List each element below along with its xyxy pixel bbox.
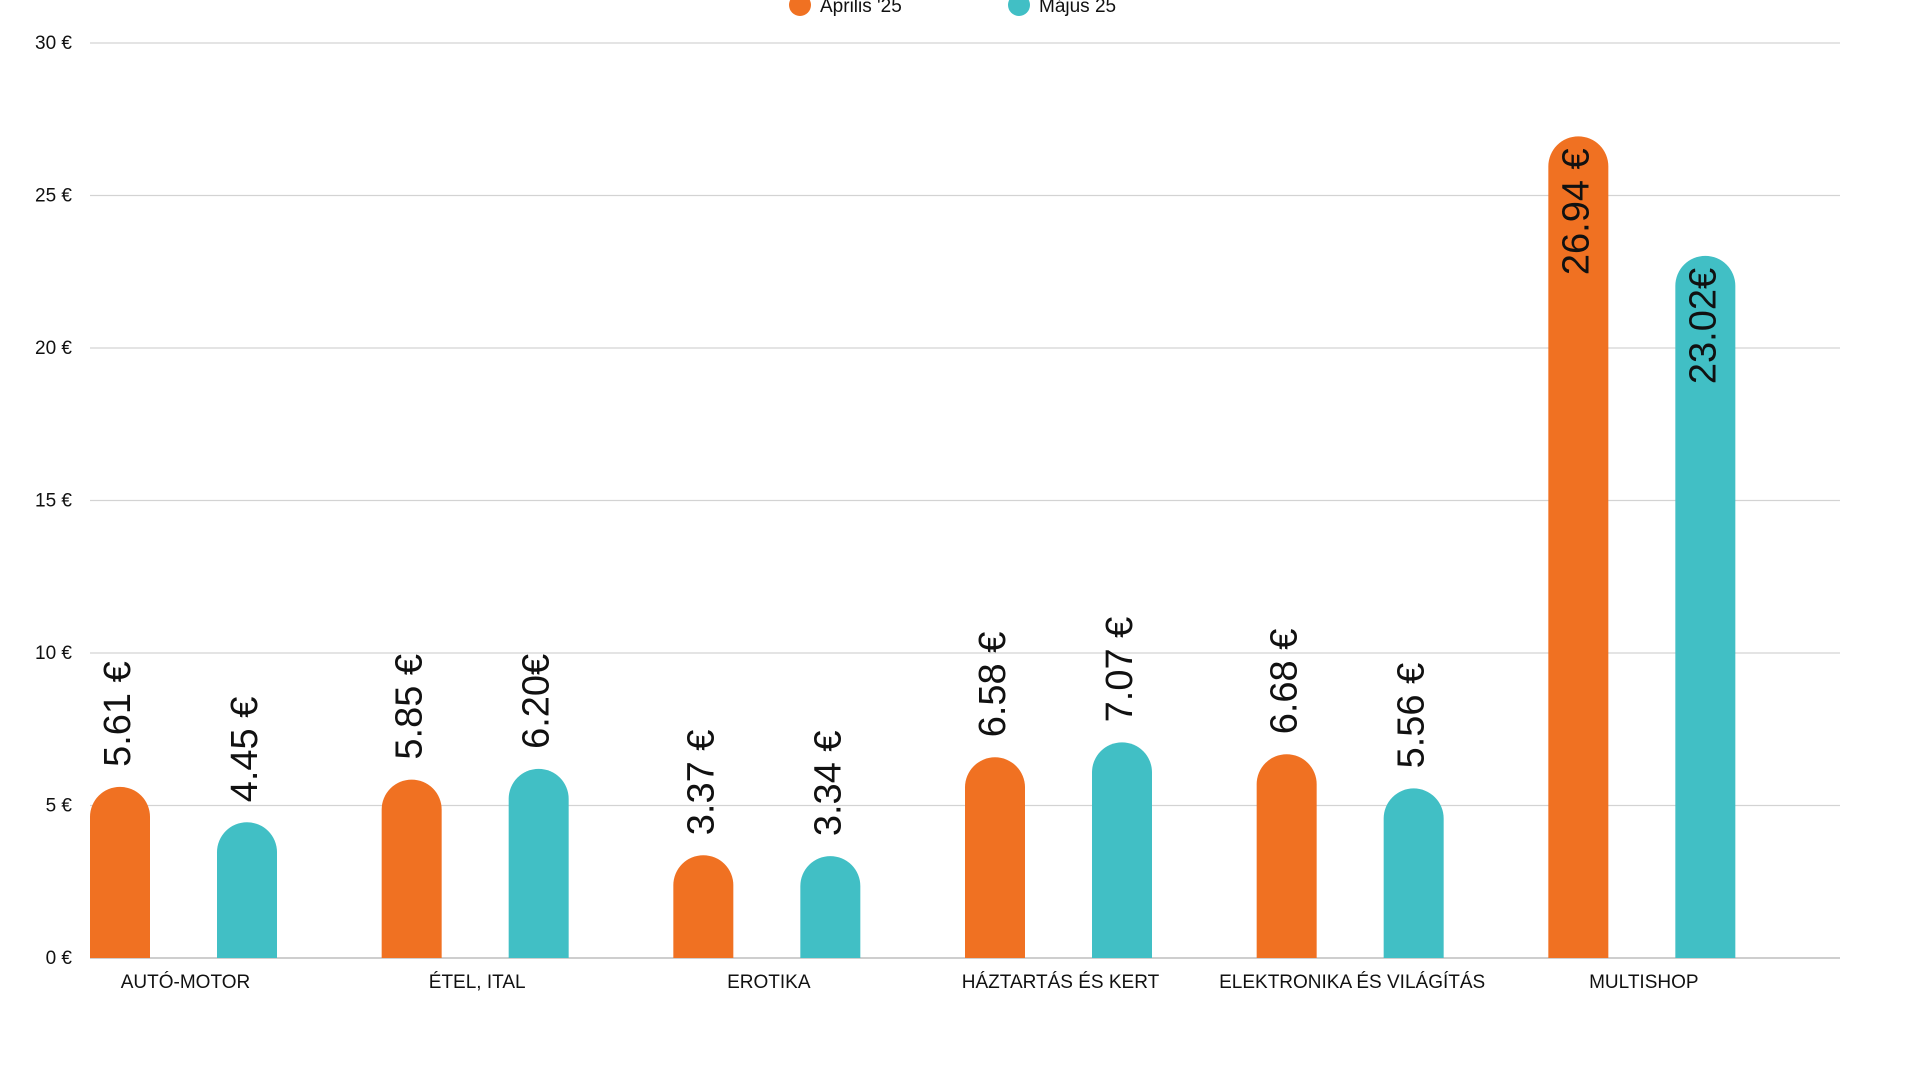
y-tick-label: 5 € [46, 796, 73, 817]
bar-april [673, 855, 734, 958]
y-tick-label: 25 € [35, 186, 72, 207]
bar-may [217, 822, 277, 958]
bar-april [90, 786, 150, 958]
data-label: 4.45 € [224, 697, 266, 803]
legend-label: Április '25 [820, 0, 902, 17]
legend-marker [1008, 0, 1030, 16]
x-tick-label: MULTISHOP [1589, 972, 1698, 993]
data-label: 5.61 € [97, 661, 139, 767]
data-label: 6.68 € [1264, 629, 1306, 735]
legend-label: Május 25 [1039, 0, 1116, 17]
data-label: 3.37 € [680, 730, 722, 836]
x-tick-label: ÉTEL, ITAL [429, 972, 526, 993]
y-tick-label: 15 € [35, 491, 72, 512]
bar-april [1548, 136, 1609, 958]
data-label: 7.07 € [1099, 617, 1141, 723]
y-tick-label: 20 € [35, 338, 72, 359]
bar-april [965, 757, 1025, 958]
data-label: 26.94 € [1555, 148, 1597, 275]
x-tick-label: ELEKTRONIKA ÉS VILÁGÍTÁS [1219, 972, 1485, 993]
y-tick-label: 30 € [35, 33, 72, 54]
data-label: 6.58 € [972, 632, 1014, 738]
data-label: 6.20€ [516, 654, 558, 749]
bar-may [800, 856, 861, 958]
bar-may [1092, 742, 1152, 958]
y-tick-label: 10 € [35, 643, 72, 664]
bar-april [1256, 754, 1317, 958]
y-tick-label: 0 € [46, 948, 73, 969]
bar-may [508, 768, 569, 958]
bar-may [1675, 255, 1736, 959]
bar-april [381, 779, 442, 958]
x-tick-label: HÁZTARTÁS ÉS KERT [962, 972, 1160, 993]
x-tick-label: AUTÓ-MOTOR [121, 971, 250, 993]
legend-marker [789, 0, 811, 16]
data-label: 5.56 € [1391, 663, 1433, 769]
x-tick-label: EROTIKA [727, 972, 811, 993]
data-label: 5.85 € [389, 654, 431, 760]
bar-may [1383, 788, 1444, 958]
data-label: 3.34 € [807, 730, 849, 836]
data-label: 23.02€ [1682, 268, 1724, 384]
